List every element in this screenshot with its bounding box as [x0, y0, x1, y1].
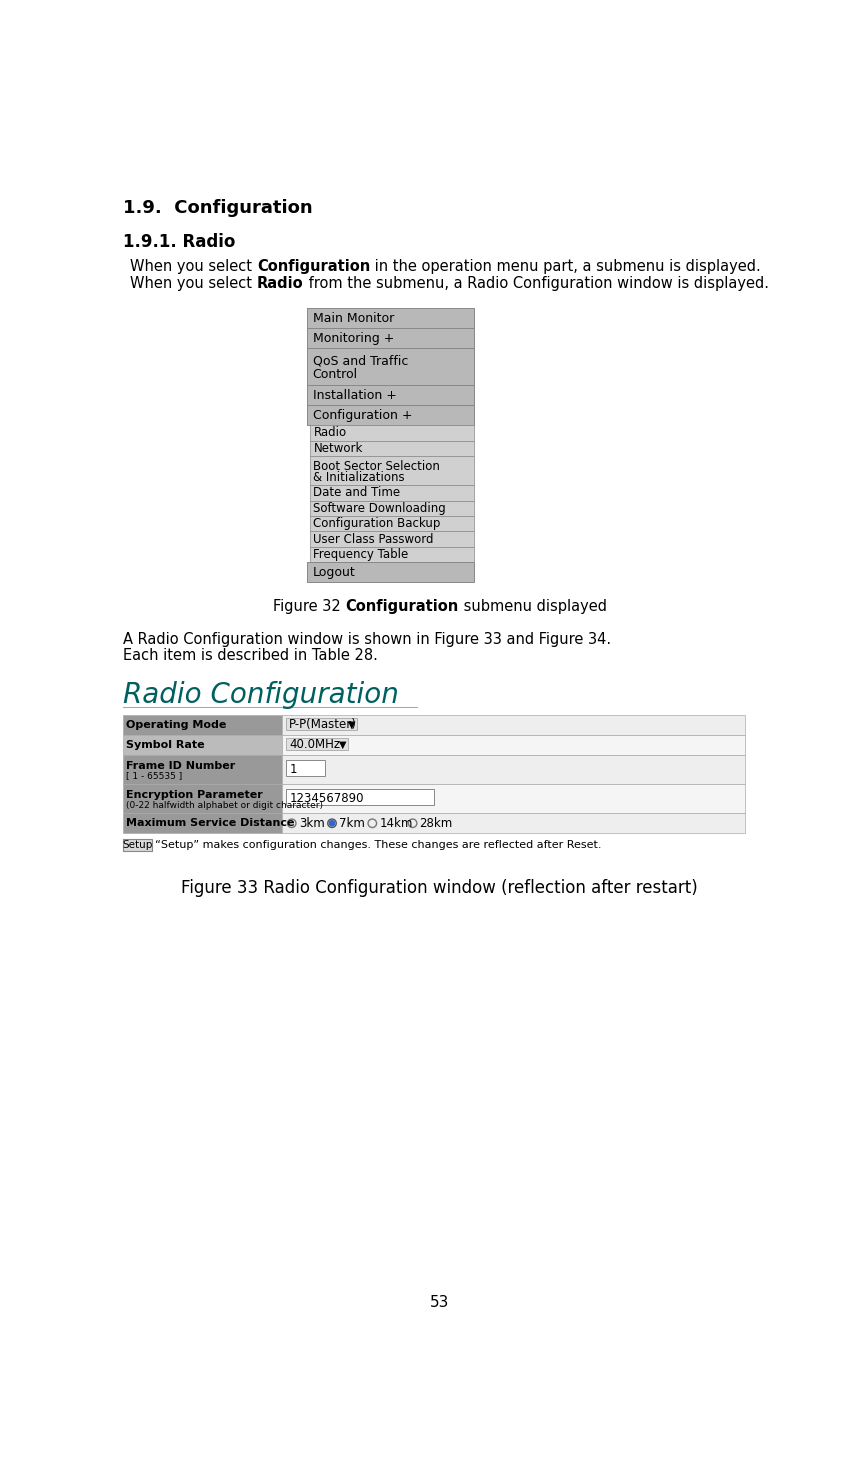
Text: ▼: ▼: [339, 740, 347, 750]
Text: Boot Sector Selection: Boot Sector Selection: [313, 459, 440, 473]
Bar: [281, 734, 745, 755]
Bar: [287, 718, 357, 730]
Bar: [310, 532, 474, 546]
Bar: [287, 789, 433, 805]
Text: When you select: When you select: [130, 276, 257, 291]
Bar: [310, 501, 474, 515]
Text: in the operation menu part, a submenu is displayed.: in the operation menu part, a submenu is…: [371, 258, 761, 273]
Bar: [310, 546, 474, 563]
Bar: [281, 755, 745, 784]
Bar: [310, 515, 474, 532]
Text: Setup: Setup: [123, 840, 153, 849]
Text: P-P(Master): P-P(Master): [289, 718, 357, 731]
Text: Installation +: Installation +: [312, 388, 396, 402]
Text: 1: 1: [289, 762, 297, 775]
Text: 53: 53: [430, 1295, 450, 1310]
Bar: [281, 715, 745, 734]
Text: Configuration Backup: Configuration Backup: [313, 517, 441, 530]
Bar: [307, 349, 474, 385]
Text: User Class Password: User Class Password: [313, 533, 434, 545]
Bar: [310, 440, 474, 456]
Text: Control: Control: [312, 368, 358, 381]
Bar: [310, 456, 474, 486]
Text: Configuration: Configuration: [257, 258, 371, 273]
Text: Software Downloading: Software Downloading: [313, 502, 446, 515]
Bar: [281, 814, 745, 833]
Text: 1.9.1. Radio: 1.9.1. Radio: [123, 233, 235, 251]
Text: When you select: When you select: [130, 258, 257, 273]
Text: Network: Network: [313, 442, 363, 455]
Text: Main Monitor: Main Monitor: [312, 312, 394, 325]
Bar: [307, 328, 474, 349]
Bar: [281, 784, 745, 814]
Bar: [123, 715, 281, 734]
Text: [ 1 - 65535 ]: [ 1 - 65535 ]: [126, 771, 182, 780]
Text: 28km: 28km: [420, 817, 453, 830]
Text: Figure 33 Radio Configuration window (reflection after restart): Figure 33 Radio Configuration window (re…: [181, 879, 698, 897]
Text: Logout: Logout: [312, 566, 355, 579]
Text: 7km: 7km: [339, 817, 365, 830]
Text: Frequency Table: Frequency Table: [313, 548, 408, 561]
Text: Maximum Service Distance: Maximum Service Distance: [126, 818, 294, 829]
Text: Radio: Radio: [257, 276, 304, 291]
Text: 3km: 3km: [299, 817, 324, 830]
Text: submenu displayed: submenu displayed: [458, 600, 607, 614]
Bar: [287, 759, 325, 775]
Text: Radio Configuration: Radio Configuration: [123, 681, 399, 709]
Bar: [310, 425, 474, 440]
Text: Configuration: Configuration: [345, 600, 458, 614]
Text: & Initializations: & Initializations: [313, 471, 405, 483]
Text: Frame ID Number: Frame ID Number: [126, 761, 235, 771]
Text: Radio: Radio: [313, 427, 347, 439]
Bar: [123, 814, 281, 833]
Bar: [307, 309, 474, 328]
Text: (0-22 halfwidth alphabet or digit character): (0-22 halfwidth alphabet or digit charac…: [126, 801, 323, 809]
Text: Date and Time: Date and Time: [313, 486, 401, 499]
Text: “Setup” makes configuration changes. These changes are reflected after Reset.: “Setup” makes configuration changes. The…: [155, 840, 601, 849]
Text: Configuration +: Configuration +: [312, 409, 412, 421]
Text: Symbol Rate: Symbol Rate: [126, 740, 204, 750]
Text: Monitoring +: Monitoring +: [312, 332, 394, 344]
Bar: [123, 755, 281, 784]
Bar: [307, 405, 474, 425]
Bar: [123, 784, 281, 814]
Text: Encryption Parameter: Encryption Parameter: [126, 790, 263, 801]
Text: Each item is described in Table 28.: Each item is described in Table 28.: [123, 648, 378, 663]
Bar: [307, 385, 474, 405]
Circle shape: [329, 821, 335, 826]
Bar: [123, 734, 281, 755]
Bar: [287, 737, 348, 750]
Text: Figure 32: Figure 32: [273, 600, 345, 614]
Text: 14km: 14km: [379, 817, 413, 830]
Bar: [307, 563, 474, 582]
Text: 40.0MHz: 40.0MHz: [289, 738, 341, 752]
Text: A Radio Configuration window is shown in Figure 33 and Figure 34.: A Radio Configuration window is shown in…: [123, 632, 611, 647]
Bar: [123, 839, 152, 851]
Text: QoS and Traffic: QoS and Traffic: [312, 354, 408, 368]
Text: from the submenu, a Radio Configuration window is displayed.: from the submenu, a Radio Configuration …: [304, 276, 769, 291]
Bar: [310, 486, 474, 501]
Text: Operating Mode: Operating Mode: [126, 719, 227, 730]
Text: ▼: ▼: [347, 719, 355, 730]
Text: 1234567890: 1234567890: [289, 792, 364, 805]
Text: 1.9.  Configuration: 1.9. Configuration: [123, 199, 312, 217]
